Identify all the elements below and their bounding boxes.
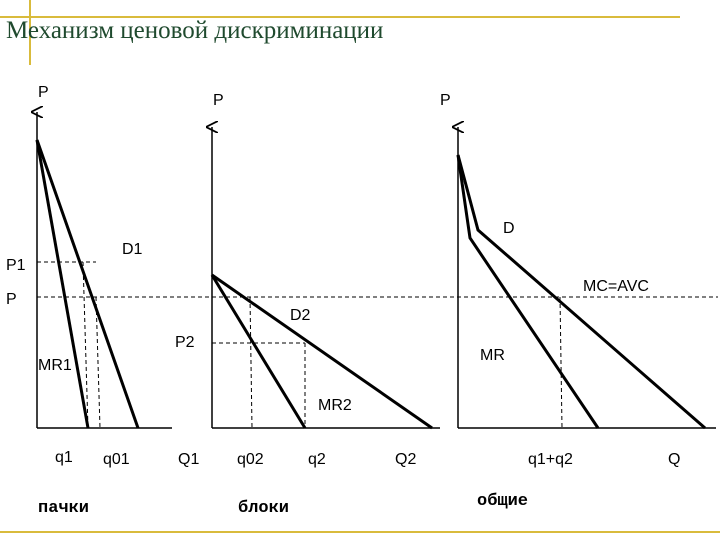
caption: блоки [238, 499, 289, 518]
panel-blocks: P D2 P2 MR2 q02 q2 Q2 блоки [175, 92, 440, 518]
mr-curve [210, 274, 307, 429]
y-axis-label: P [440, 92, 451, 109]
mr-curve [456, 154, 600, 429]
demand-label: D [503, 220, 515, 237]
demand-curve [35, 139, 140, 429]
y-axis-label: P [213, 92, 224, 109]
panel-total: P D MC=AVC MR q1+q2 Q общие [440, 92, 716, 511]
guide-line [95, 296, 101, 429]
title: Механизм ценовой дискриминации [6, 17, 383, 44]
quantity-label: q02 [237, 451, 264, 468]
y-axis-label: P [38, 84, 49, 101]
guide-line [249, 296, 253, 429]
caption: пачки [38, 499, 89, 518]
caption: общие [477, 492, 528, 511]
panel-packs: P P1 D1 P MR1 q1 q01 Q1 пачки [6, 84, 199, 518]
mr-label: MR2 [318, 397, 352, 414]
demand-curve [211, 273, 433, 430]
x-axis-label: Q1 [178, 451, 199, 468]
demand-label: D1 [122, 241, 143, 258]
quantity-label: q1+q2 [528, 451, 573, 468]
demand-label: D2 [290, 307, 311, 324]
cost-label: MC=AVC [583, 278, 649, 295]
x-axis-label: Q2 [395, 451, 416, 468]
demand-curve [456, 154, 706, 430]
quantity-label: q2 [308, 451, 326, 468]
mr-curve [35, 139, 90, 429]
price-label: P1 [6, 257, 26, 274]
x-axis-label: Q [668, 451, 680, 468]
quantity-label: q01 [103, 451, 130, 468]
mr-label: MR1 [38, 357, 72, 374]
quantity-label: q1 [55, 449, 73, 466]
mr-label: MR [480, 347, 505, 364]
price-label: P2 [175, 334, 195, 351]
price-label: P [6, 291, 17, 308]
guide-line [559, 296, 563, 429]
